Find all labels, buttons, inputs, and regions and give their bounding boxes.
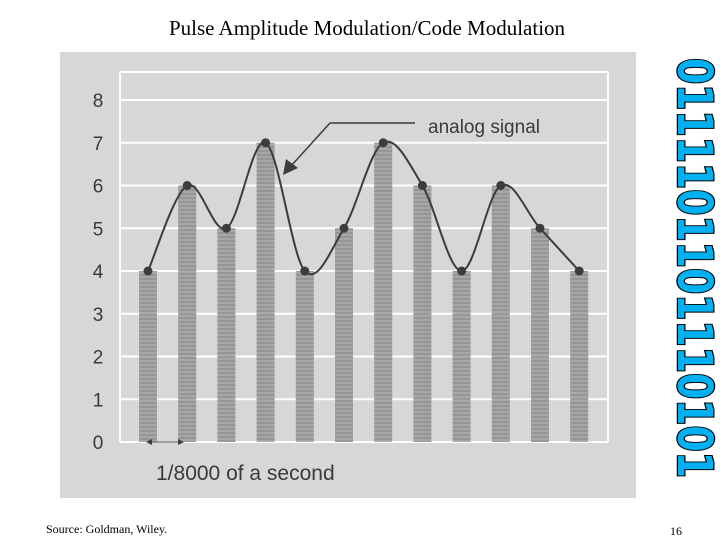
y-tick-label: 5 [93, 219, 104, 240]
interval-arrow-left [146, 439, 152, 445]
sample-bar [491, 185, 510, 442]
sample-point [221, 223, 231, 233]
sample-bar [256, 142, 275, 442]
y-tick-labels: 0 1 2 3 4 5 6 7 8 [93, 91, 104, 454]
y-tick-label: 6 [93, 177, 104, 198]
sample-point [417, 181, 427, 190]
annotation-arrow [283, 122, 415, 175]
sample-bar [374, 142, 393, 442]
sample-point [496, 181, 506, 190]
y-tick-label: 4 [93, 262, 104, 283]
sample-point [378, 138, 388, 148]
y-tick-label: 1 [93, 390, 104, 411]
pam-chart: 0 1 2 3 4 5 6 7 8 analog signal 1/8000 of a seco… [93, 71, 609, 485]
sample-bars [139, 142, 589, 442]
binary-code-text: 0111101101110101 [666, 58, 720, 478]
binary-code-svg: 0111101101110101 [665, 57, 720, 480]
annotation-arrow-head [283, 159, 298, 175]
sample-point [457, 266, 467, 276]
interval-arrow-right [178, 439, 184, 445]
slide-title: Pulse Amplitude Modulation/Code Modulati… [168, 16, 566, 40]
sample-point [182, 181, 192, 190]
sample-point [574, 266, 584, 276]
source-credit: Source: Goldman, Wiley. [46, 522, 168, 536]
sample-point [300, 266, 310, 276]
analog-signal-curve [147, 140, 580, 276]
grid-lines [119, 71, 609, 443]
sample-point [261, 138, 271, 148]
y-tick-label: 2 [93, 348, 104, 369]
pam-figure: 0 1 2 3 4 5 6 7 8 analog signal 1/8000 of a seco… [60, 52, 636, 498]
y-tick-label: 7 [93, 134, 104, 155]
binary-code-wordart: 0111101101110101 [660, 56, 720, 480]
page-number: 16 [670, 524, 682, 538]
y-tick-label: 0 [93, 433, 104, 454]
x-axis-label: 1/8000 of a second [156, 462, 335, 485]
sample-points [143, 138, 584, 276]
sample-interval-marker [146, 439, 184, 445]
analog-signal-label: analog signal [428, 117, 540, 138]
sample-point [339, 223, 349, 233]
sample-bar [178, 185, 197, 442]
sample-bar [413, 185, 432, 442]
sample-point [143, 266, 153, 276]
sample-point [535, 223, 545, 233]
annotation-arrow-shaft [290, 122, 331, 167]
y-tick-label: 3 [93, 305, 104, 326]
y-tick-label: 8 [93, 91, 104, 112]
